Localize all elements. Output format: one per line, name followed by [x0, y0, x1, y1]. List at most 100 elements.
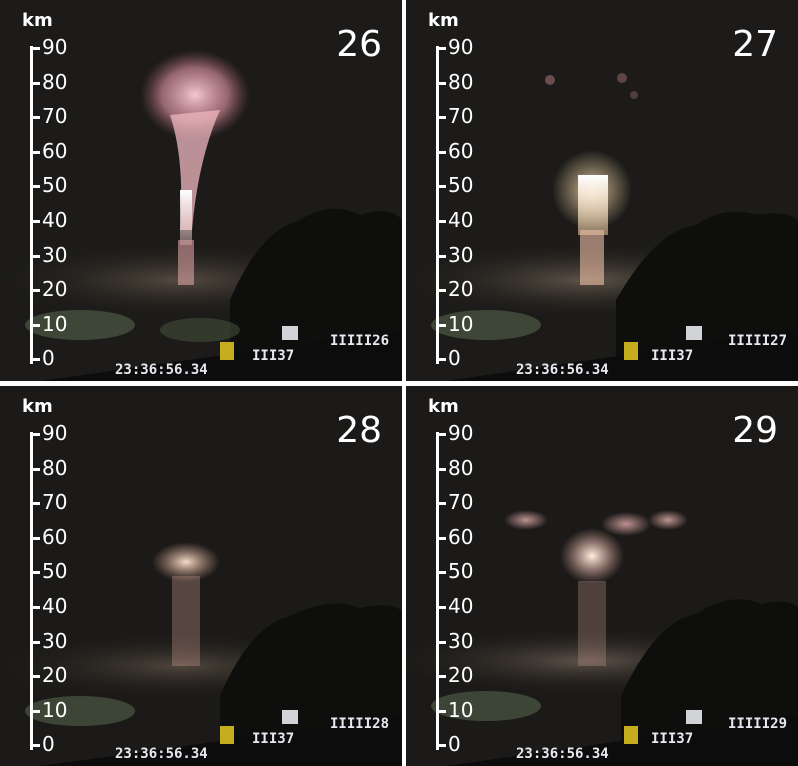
tick-mark — [436, 323, 446, 327]
tick-label: 50 — [448, 173, 474, 198]
tick-mark — [30, 116, 40, 120]
tick-mark — [436, 502, 446, 506]
tick-mark — [30, 571, 40, 575]
tick-label: 90 — [42, 35, 68, 59]
tick-label: 60 — [448, 138, 474, 163]
tick-label: 10 — [448, 697, 474, 722]
altitude-unit: km — [22, 396, 53, 417]
tick-label: 30 — [42, 242, 68, 267]
tick-label: 80 — [42, 69, 68, 94]
camera-timestamp: 23:36:56.34 — [115, 746, 208, 762]
tick-mark — [436, 47, 446, 50]
camera-label: IIIII29 — [728, 716, 788, 732]
tick-label: 90 — [42, 421, 68, 445]
tick-mark — [30, 606, 40, 609]
frame-number: 29 — [732, 410, 778, 451]
tick-label: 90 — [448, 421, 474, 445]
night-sky-image — [0, 0, 402, 381]
tick-mark — [30, 467, 40, 471]
altitude-scale: 90 80 70 60 50 40 30 20 10 0 — [426, 420, 486, 760]
scale-axis-line — [436, 432, 439, 750]
frame-panel-26: IIIII26 III37 23:36:56.34 26 km 90 80 70 60… — [0, 0, 402, 381]
night-sky-image — [406, 0, 798, 381]
frame-panel-28: IIIII28 III37 23:36:56.34 28 km 90 80 70 60… — [0, 386, 402, 766]
camera-timestamp: 23:36:56.34 — [516, 746, 609, 762]
tick-mark — [436, 606, 446, 609]
camera-label: IIIII27 — [728, 333, 788, 349]
tick-mark — [436, 640, 446, 644]
night-sky-image — [406, 386, 798, 766]
tick-label: 20 — [42, 277, 68, 302]
tick-label: 60 — [42, 524, 68, 549]
tick-label: 40 — [448, 208, 474, 232]
tick-label: 60 — [42, 138, 68, 163]
altitude-unit: km — [428, 10, 459, 31]
tick-label: 10 — [42, 697, 68, 722]
tick-label: 20 — [42, 663, 68, 688]
sprite-crown — [152, 542, 220, 582]
sprite-crown — [560, 528, 624, 584]
camera-code: III37 — [252, 731, 295, 747]
tick-label: 10 — [448, 311, 474, 336]
altitude-scale: 90 80 70 60 50 40 30 20 10 0 — [20, 34, 80, 374]
tick-mark — [436, 289, 446, 293]
tick-mark — [30, 254, 40, 258]
tick-mark — [436, 185, 446, 189]
night-sky-image — [0, 386, 402, 766]
tick-mark — [436, 254, 446, 258]
tick-mark — [436, 220, 446, 223]
tick-mark — [436, 571, 446, 575]
sprite-crown — [140, 50, 250, 140]
tick-mark — [30, 323, 40, 327]
tick-mark — [30, 536, 40, 540]
tick-label: 50 — [42, 173, 68, 198]
tick-mark — [30, 433, 40, 436]
frame-panel-27: IIIII27 III37 23:36:56.34 27 km 90 80 70 60… — [406, 0, 798, 381]
tick-label: 70 — [448, 104, 474, 129]
tick-label: 40 — [42, 208, 68, 232]
tick-mark — [30, 744, 40, 748]
tick-mark — [30, 709, 40, 713]
tick-mark — [436, 709, 446, 713]
tick-label: 20 — [448, 277, 474, 302]
tick-mark — [436, 433, 446, 436]
sprite-column — [578, 175, 608, 235]
frame-number: 28 — [336, 410, 382, 451]
tick-mark — [436, 150, 446, 154]
tick-mark — [436, 744, 446, 748]
camera-code: III37 — [651, 348, 694, 364]
tick-mark — [436, 675, 446, 679]
tick-label: 70 — [42, 490, 68, 515]
scale-axis-line — [436, 46, 439, 364]
tick-mark — [30, 47, 40, 50]
tick-mark — [436, 536, 446, 540]
tick-label: 0 — [448, 732, 461, 757]
tick-label: 50 — [42, 559, 68, 584]
altitude-unit: km — [22, 10, 53, 31]
tick-label: 70 — [42, 104, 68, 129]
tick-mark — [30, 81, 40, 85]
tick-mark — [30, 640, 40, 644]
camera-code: III37 — [651, 731, 694, 747]
tick-label: 0 — [42, 732, 55, 757]
tick-label: 50 — [448, 559, 474, 584]
frame-panel-29: IIIII29 III37 23:36:56.34 29 km 90 80 70 60… — [406, 386, 798, 766]
camera-label: IIIII28 — [330, 716, 390, 732]
tick-label: 80 — [448, 69, 474, 94]
tick-label: 0 — [448, 346, 461, 371]
tick-label: 30 — [448, 242, 474, 267]
scale-axis-line — [30, 432, 33, 750]
tick-mark — [436, 116, 446, 120]
tick-label: 90 — [448, 35, 474, 59]
tick-label: 30 — [448, 628, 474, 653]
tick-mark — [30, 358, 40, 362]
tick-mark — [30, 675, 40, 679]
tick-label: 70 — [448, 490, 474, 515]
tick-mark — [30, 150, 40, 154]
tick-label: 20 — [448, 663, 474, 688]
tick-mark — [436, 358, 446, 362]
tick-mark — [30, 185, 40, 189]
tick-mark — [30, 289, 40, 293]
tick-label: 80 — [448, 455, 474, 480]
tick-mark — [30, 502, 40, 506]
